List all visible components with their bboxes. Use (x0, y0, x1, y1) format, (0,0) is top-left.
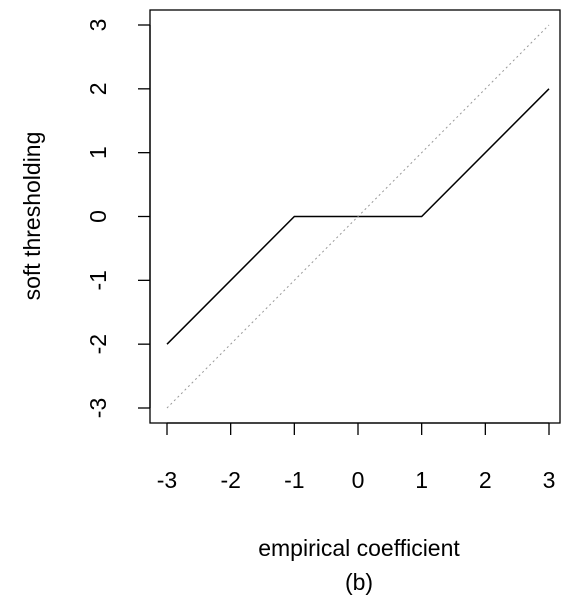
y-axis: -3 -2 -1 0 1 2 3 (85, 19, 151, 418)
x-tick-label: -1 (284, 467, 304, 493)
x-tick-label: 3 (543, 467, 556, 493)
y-tick-label: 3 (85, 19, 111, 32)
x-tick-label: 2 (479, 467, 492, 493)
y-tick-label: -2 (85, 334, 111, 354)
series-line-2 (166, 24, 550, 409)
x-tick-label: -2 (220, 467, 240, 493)
y-tick-label: 1 (85, 146, 111, 159)
y-tick-label: -1 (85, 270, 111, 290)
y-tick-label: 2 (85, 82, 111, 95)
x-tick-label: 0 (352, 467, 365, 493)
y-axis-title: soft thresholding (19, 132, 45, 301)
chart-caption: (b) (345, 569, 373, 595)
x-tick-label: -3 (157, 467, 177, 493)
x-axis: -3 -2 -1 0 1 2 3 (157, 422, 556, 493)
y-tick-label: 0 (85, 210, 111, 223)
x-axis-title: empirical coefficient (258, 535, 460, 561)
x-tick-label: 1 (415, 467, 428, 493)
y-tick-label: -3 (85, 398, 111, 418)
series-layer (166, 24, 550, 409)
